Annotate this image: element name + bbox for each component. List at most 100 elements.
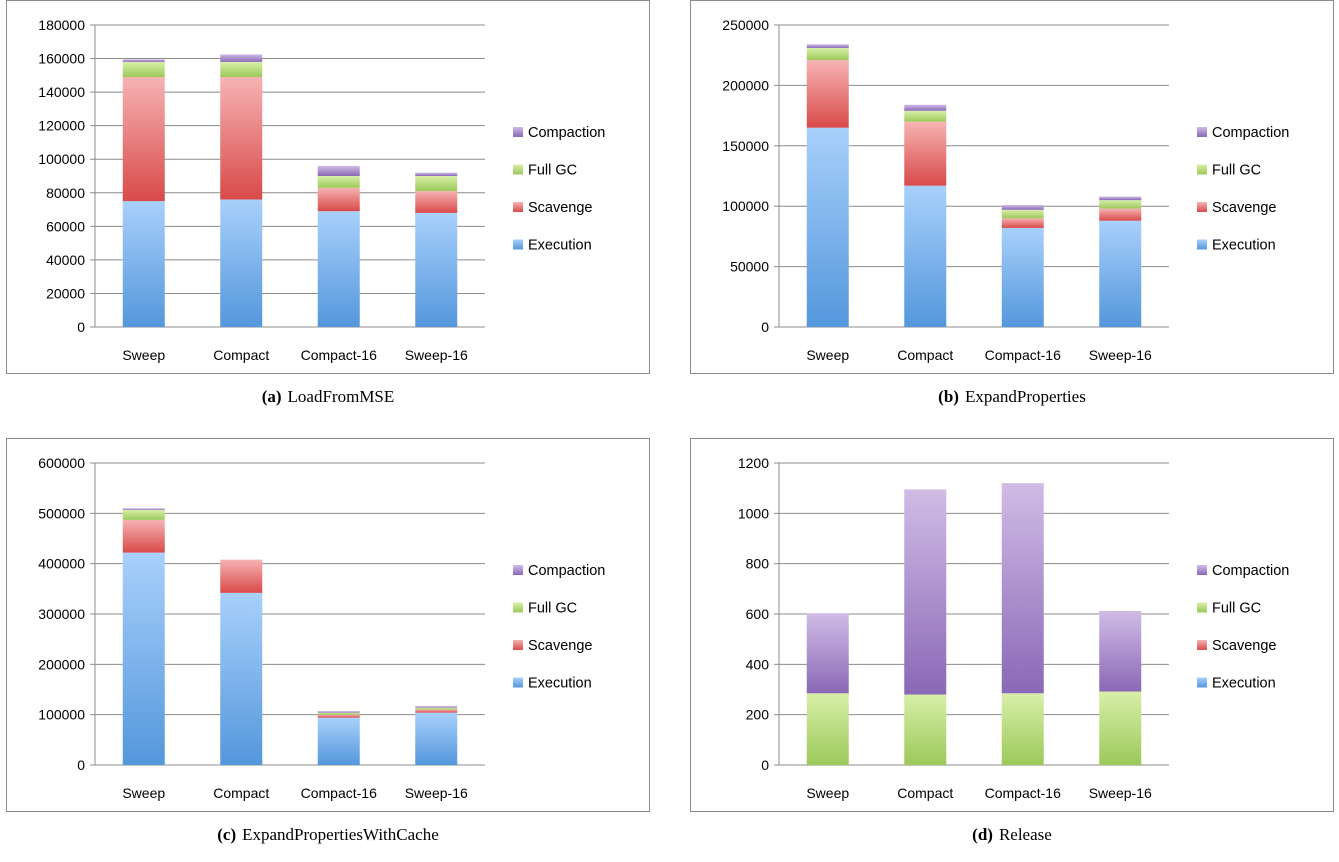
bar-scavenge-compact bbox=[220, 559, 263, 593]
y-tick-label: 100000 bbox=[38, 707, 85, 723]
y-tick-label: 1000 bbox=[738, 505, 769, 521]
x-tick-label: Compact-16 bbox=[301, 347, 377, 363]
x-tick-label: Sweep bbox=[806, 347, 849, 363]
y-tick-label: 60000 bbox=[46, 218, 85, 234]
chart-caption: (b) ExpandProperties bbox=[690, 387, 1334, 407]
y-tick-label: 300000 bbox=[38, 606, 85, 622]
bar-execution-compact bbox=[904, 185, 947, 327]
chart-frame: 0 50000 100000 150000 200000 250000 Sweep Compa… bbox=[690, 0, 1334, 374]
chart-caption: (a) LoadFromMSE bbox=[6, 387, 650, 407]
x-tick-label: Sweep bbox=[122, 785, 165, 801]
bar-execution-sweep bbox=[806, 127, 849, 328]
bar-scavenge-compact-16 bbox=[317, 714, 360, 718]
bar-full-gc-compact-16 bbox=[317, 712, 360, 715]
y-tick-label: 80000 bbox=[46, 185, 85, 201]
y-tick-label: 0 bbox=[761, 757, 769, 773]
bar-full-gc-compact bbox=[904, 110, 947, 122]
y-tick-label: 400000 bbox=[38, 556, 85, 572]
bar-execution-sweep bbox=[122, 201, 165, 327]
y-tick-label: 150000 bbox=[722, 138, 769, 154]
legend-label-execution: Execution bbox=[528, 238, 592, 254]
bar-scavenge-sweep bbox=[806, 60, 849, 128]
legend-swatch-scavenge bbox=[513, 640, 523, 650]
legend-label-compaction: Compaction bbox=[1212, 563, 1289, 579]
bar-full-gc-compact-16 bbox=[1001, 209, 1044, 219]
y-tick-label: 160000 bbox=[38, 51, 85, 67]
bar-compaction-compact bbox=[904, 104, 947, 111]
legend-swatch-full-gc bbox=[1197, 164, 1207, 175]
bar-execution-sweep-16 bbox=[1099, 220, 1142, 327]
x-tick-label: Sweep-16 bbox=[1089, 347, 1152, 363]
bar-full-gc-sweep bbox=[806, 47, 849, 61]
chart-caption: (c) ExpandPropertiesWithCache bbox=[6, 825, 650, 845]
legend-label-compaction: Compaction bbox=[528, 563, 605, 579]
legend-swatch-scavenge bbox=[1197, 640, 1207, 650]
caption-name: ExpandProperties bbox=[964, 387, 1086, 406]
legend-label-execution: Execution bbox=[1212, 676, 1276, 692]
bar-compaction-compact bbox=[904, 489, 947, 695]
bar-scavenge-sweep bbox=[122, 77, 165, 202]
legend-label-compaction: Compaction bbox=[1212, 125, 1289, 141]
legend-swatch-full-gc bbox=[1197, 602, 1207, 613]
y-tick-label: 0 bbox=[77, 319, 85, 335]
y-tick-label: 140000 bbox=[38, 84, 85, 100]
legend-swatch-scavenge bbox=[513, 202, 523, 212]
bar-compaction-compact-16 bbox=[1001, 204, 1044, 210]
bar-execution-compact-16 bbox=[317, 211, 360, 327]
legend-swatch-execution bbox=[1197, 239, 1207, 250]
bar-full-gc-sweep bbox=[122, 61, 165, 78]
caption-name: ExpandPropertiesWithCache bbox=[242, 825, 439, 844]
chart-svg: 0 200 400 600 800 1000 1200 Sweep Compact Compact… bbox=[738, 455, 1290, 801]
y-tick-label: 20000 bbox=[46, 285, 85, 301]
y-tick-label: 250000 bbox=[722, 17, 769, 33]
x-tick-label: Sweep-16 bbox=[405, 785, 468, 801]
x-tick-label: Sweep-16 bbox=[1089, 785, 1152, 801]
x-tick-label: Compact bbox=[213, 785, 269, 801]
y-tick-label: 200000 bbox=[722, 77, 769, 93]
bar-compaction-compact-16 bbox=[1001, 483, 1044, 694]
bar-compaction-compact-16 bbox=[317, 711, 360, 713]
bar-execution-sweep bbox=[122, 552, 165, 765]
bar-scavenge-sweep-16 bbox=[415, 191, 458, 213]
legend-label-full-gc: Full GC bbox=[528, 163, 577, 179]
y-tick-label: 200000 bbox=[38, 656, 85, 672]
bar-compaction-sweep bbox=[122, 508, 165, 510]
x-tick-label: Compact bbox=[213, 347, 269, 363]
bar-full-gc-sweep bbox=[122, 509, 165, 520]
caption-name: Release bbox=[998, 825, 1052, 844]
bar-compaction-compact bbox=[220, 54, 263, 62]
caption-letter: (d) bbox=[972, 825, 993, 844]
caption-name: LoadFromMSE bbox=[287, 387, 395, 406]
legend-swatch-scavenge bbox=[1197, 202, 1207, 212]
legend-label-scavenge: Scavenge bbox=[1212, 200, 1277, 216]
y-tick-label: 180000 bbox=[38, 17, 85, 33]
bar-full-gc-compact bbox=[220, 61, 263, 78]
x-tick-label: Sweep-16 bbox=[405, 347, 468, 363]
y-tick-label: 600 bbox=[746, 606, 770, 622]
y-tick-label: 120000 bbox=[38, 118, 85, 134]
chart-svg: 0 100000 200000 300000 400000 500000 600000 Swe… bbox=[38, 455, 605, 801]
chart-svg: 0 20000 40000 60000 80000 100000 120000 140000 1… bbox=[38, 17, 605, 363]
y-tick-label: 200 bbox=[746, 707, 770, 723]
y-tick-label: 0 bbox=[761, 319, 769, 335]
y-tick-label: 100000 bbox=[38, 151, 85, 167]
legend-label-scavenge: Scavenge bbox=[1212, 638, 1277, 654]
bar-scavenge-sweep-16 bbox=[1099, 208, 1142, 221]
bar-compaction-compact-16 bbox=[317, 165, 360, 176]
bar-full-gc-compact-16 bbox=[317, 176, 360, 188]
bar-compaction-sweep-16 bbox=[415, 172, 458, 176]
bar-scavenge-compact bbox=[904, 121, 947, 186]
x-tick-label: Compact bbox=[897, 785, 953, 801]
chart-frame: 0 20000 40000 60000 80000 100000 120000 140000 1… bbox=[6, 0, 650, 374]
bar-compaction-sweep-16 bbox=[1099, 610, 1142, 692]
legend-label-full-gc: Full GC bbox=[528, 601, 577, 617]
bar-compaction-sweep bbox=[122, 59, 165, 62]
legend-swatch-execution bbox=[513, 239, 523, 250]
bar-compaction-sweep-16 bbox=[415, 706, 458, 708]
y-tick-label: 400 bbox=[746, 656, 770, 672]
legend-label-execution: Execution bbox=[528, 676, 592, 692]
legend-swatch-compaction bbox=[513, 127, 523, 137]
bar-full-gc-sweep-16 bbox=[1099, 200, 1142, 209]
x-tick-label: Compact-16 bbox=[985, 785, 1061, 801]
bar-scavenge-compact-16 bbox=[1001, 218, 1044, 228]
